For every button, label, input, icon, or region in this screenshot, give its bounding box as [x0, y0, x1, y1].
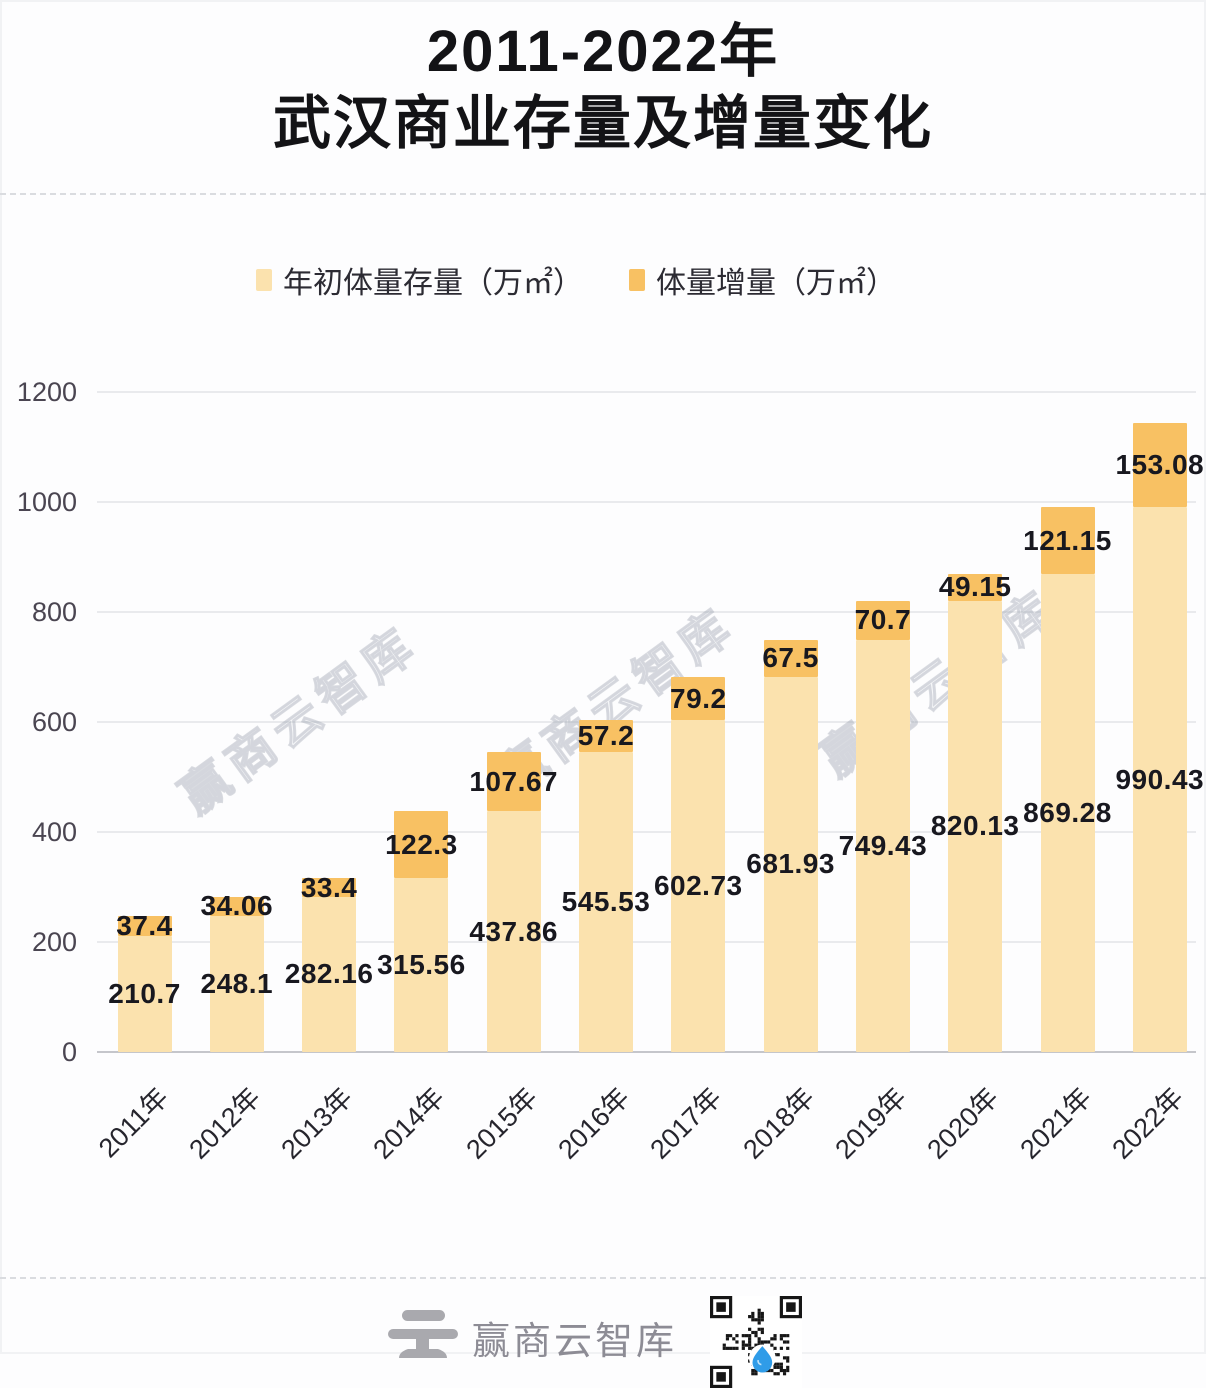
chart-title-line-2: 武汉商业存量及增量变化 — [272, 91, 933, 156]
gridline — [97, 831, 1196, 833]
value-label-stock: 315.56 — [377, 949, 466, 981]
bar-increment-segment — [579, 720, 633, 752]
qr-code — [710, 1296, 802, 1388]
y-tick-label: 1000 — [16, 487, 77, 517]
bar-increment-segment — [486, 751, 541, 812]
bar-increment-segment — [209, 896, 264, 916]
bar-increment-segment — [1040, 507, 1095, 574]
value-label-stock: 820.13 — [930, 810, 1020, 842]
legend-label-increment: 体量增量（万㎡） — [656, 267, 896, 300]
bar-stock-segment — [948, 600, 1003, 1052]
footer-separator — [0, 1277, 1206, 1279]
value-label-stock: 602.73 — [653, 870, 743, 902]
bar-stock-segment — [579, 751, 633, 1052]
bar-stock-segment — [209, 915, 264, 1052]
gridline — [97, 391, 1196, 393]
y-tick-label: 600 — [31, 707, 77, 737]
bar-increment-segment — [948, 573, 1003, 601]
value-label-increment: 79.2 — [670, 682, 727, 714]
bar-stock-segment — [1132, 507, 1187, 1052]
y-tick-label: 800 — [31, 597, 77, 627]
bar-stock-segment — [671, 720, 726, 1052]
value-label-increment: 49.15 — [938, 571, 1012, 603]
title-separator — [0, 193, 1206, 195]
bar-stock-segment — [486, 811, 541, 1052]
value-label-increment: 70.7 — [854, 604, 912, 636]
bar-increment-segment — [855, 600, 910, 640]
brand-logo-icon — [388, 1310, 458, 1358]
bar-stock-segment — [763, 676, 818, 1052]
chart-title-line-1: 2011-2022年 — [426, 19, 780, 84]
y-tick-label: 400 — [31, 817, 77, 847]
value-label-stock: 990.43 — [1115, 763, 1205, 795]
value-label-increment: 34.06 — [200, 890, 274, 922]
gridline — [97, 721, 1196, 723]
value-label-stock: 282.16 — [284, 958, 374, 990]
bar-increment-segment — [302, 878, 357, 897]
gridline — [97, 941, 1196, 943]
x-axis-baseline — [97, 1051, 1196, 1053]
infographic-page: { "title": { "line1": "2011-2022年", "lin… — [0, 16, 1206, 1388]
value-label-stock: 248.1 — [200, 967, 274, 999]
y-tick-label: 1200 — [16, 377, 77, 407]
y-tick-label: 0 — [61, 1037, 77, 1067]
gridline — [97, 611, 1196, 613]
bar-stock-segment — [1040, 573, 1095, 1052]
value-label-increment: 122.3 — [385, 828, 458, 860]
value-label-stock: 210.7 — [108, 978, 181, 1010]
value-label-increment: 153.08 — [1115, 449, 1205, 481]
brand-name: 赢商云智库 — [472, 1321, 678, 1363]
legend-label-stock: 年初体量存量（万㎡） — [283, 267, 583, 300]
value-label-increment: 37.4 — [116, 909, 173, 941]
value-label-increment: 33.4 — [300, 871, 358, 903]
legend-swatch-stock — [256, 269, 272, 291]
legend-item-increment: 体量增量（万㎡） — [629, 258, 896, 302]
watermark-text: 赢商云智库 — [171, 616, 430, 825]
plot-area: 0 200 400 600 800 1000 1200 赢商云智库 赢商云智库 赢商云智库 210.… — [16, 377, 1205, 1165]
bar-increment-segment — [394, 811, 449, 879]
bar-increment-segment — [671, 676, 726, 721]
bar-stock-segment — [855, 639, 910, 1052]
bar-stock-segment — [117, 936, 172, 1052]
value-label-increment: 107.67 — [469, 765, 558, 797]
bar-increment-segment — [763, 639, 818, 677]
chart-legend: 年初体量存量（万㎡） 体量增量（万㎡） — [256, 258, 896, 302]
bar-stock-segment — [302, 896, 357, 1052]
legend-item-stock: 年初体量存量（万㎡） — [256, 258, 583, 302]
bar-stock-segment — [394, 878, 449, 1052]
value-label-increment: 67.5 — [762, 642, 819, 674]
value-label-stock: 749.43 — [838, 829, 928, 861]
value-label-stock: 869.28 — [1023, 796, 1112, 828]
value-label-increment: 121.15 — [1023, 524, 1112, 556]
bar-increment-segment — [1132, 423, 1187, 508]
bar-increment-segment — [117, 915, 172, 937]
gridline — [97, 501, 1196, 503]
value-label-stock: 545.53 — [561, 885, 651, 917]
value-label-stock: 437.86 — [469, 915, 558, 947]
y-tick-label: 200 — [31, 927, 77, 957]
value-label-stock: 681.93 — [746, 848, 835, 880]
legend-swatch-increment — [629, 269, 645, 291]
value-label-increment: 57.2 — [577, 720, 635, 752]
chart-title: 2011-2022年 武汉商业存量及增量变化 — [0, 16, 1206, 160]
